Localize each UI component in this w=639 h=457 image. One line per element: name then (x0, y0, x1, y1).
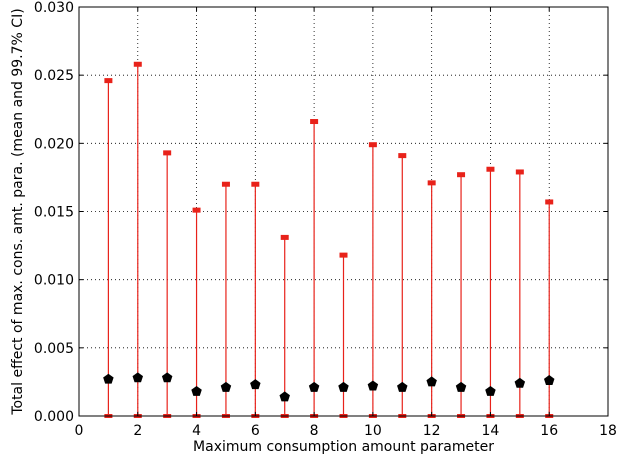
ci-upper-cap (221, 181, 230, 187)
ci-upper-cap (427, 180, 436, 186)
mean-marker (514, 377, 526, 388)
x-axis-label: Maximum consumption amount parameter (193, 439, 494, 455)
y-tick-label: 0.030 (34, 0, 74, 16)
mean-marker (485, 385, 496, 396)
x-tick-label: 6 (251, 423, 260, 439)
x-tick-label: 18 (599, 423, 617, 439)
mean-marker (132, 372, 144, 383)
x-tick-label: 12 (423, 423, 441, 439)
ci-upper-cap (310, 119, 319, 125)
x-tick-label: 0 (75, 423, 84, 439)
ci-upper-cap (457, 172, 466, 178)
mean-marker (455, 381, 467, 392)
x-tick-label: 8 (310, 423, 319, 439)
ci-upper-cap (251, 181, 260, 187)
ci-upper-cap (163, 150, 172, 156)
mean-marker (397, 381, 408, 392)
mean-marker (250, 379, 261, 390)
y-tick-label: 0.000 (34, 409, 74, 425)
y-tick-label: 0.015 (34, 205, 74, 221)
y-tick-label: 0.020 (34, 136, 74, 152)
ticks: 0 2 4 6 8 10 12 14 16 18 0.000 0.005 0.010 0.015 0.020… (34, 0, 617, 439)
mean-marker (161, 372, 173, 383)
mean-marker (338, 381, 349, 392)
ci-upper-cap (398, 153, 407, 159)
x-tick-label: 2 (133, 423, 142, 439)
ci-upper-cap (368, 142, 377, 148)
ci-upper-cap (104, 78, 113, 84)
y-tick-label: 0.025 (34, 68, 74, 84)
ci-upper-cap (280, 234, 289, 240)
x-tick-label: 16 (540, 423, 558, 439)
x-tick-label: 10 (364, 423, 382, 439)
mean-marker (279, 391, 290, 402)
ci-upper-cap (339, 252, 348, 258)
x-tick-label: 14 (482, 423, 500, 439)
mean-marker (220, 381, 232, 392)
mean-marker (191, 385, 202, 396)
y-tick-label: 0.005 (34, 341, 74, 357)
mean-marker (308, 381, 320, 392)
y-axis-label: Total effect of max. cons. amt. para. (m… (10, 8, 26, 415)
ci-upper-cap (515, 169, 524, 175)
mean-marker (543, 375, 555, 385)
ci-upper-cap (133, 61, 142, 67)
ci-upper-cap (486, 166, 495, 172)
data-series (103, 61, 555, 418)
mean-marker (426, 376, 437, 387)
mean-marker (103, 373, 114, 384)
ci-upper-cap (192, 207, 201, 213)
ci-upper-cap (545, 199, 554, 205)
x-tick-label: 4 (192, 423, 201, 439)
mean-marker (367, 380, 379, 391)
y-tick-label: 0.010 (34, 273, 74, 289)
